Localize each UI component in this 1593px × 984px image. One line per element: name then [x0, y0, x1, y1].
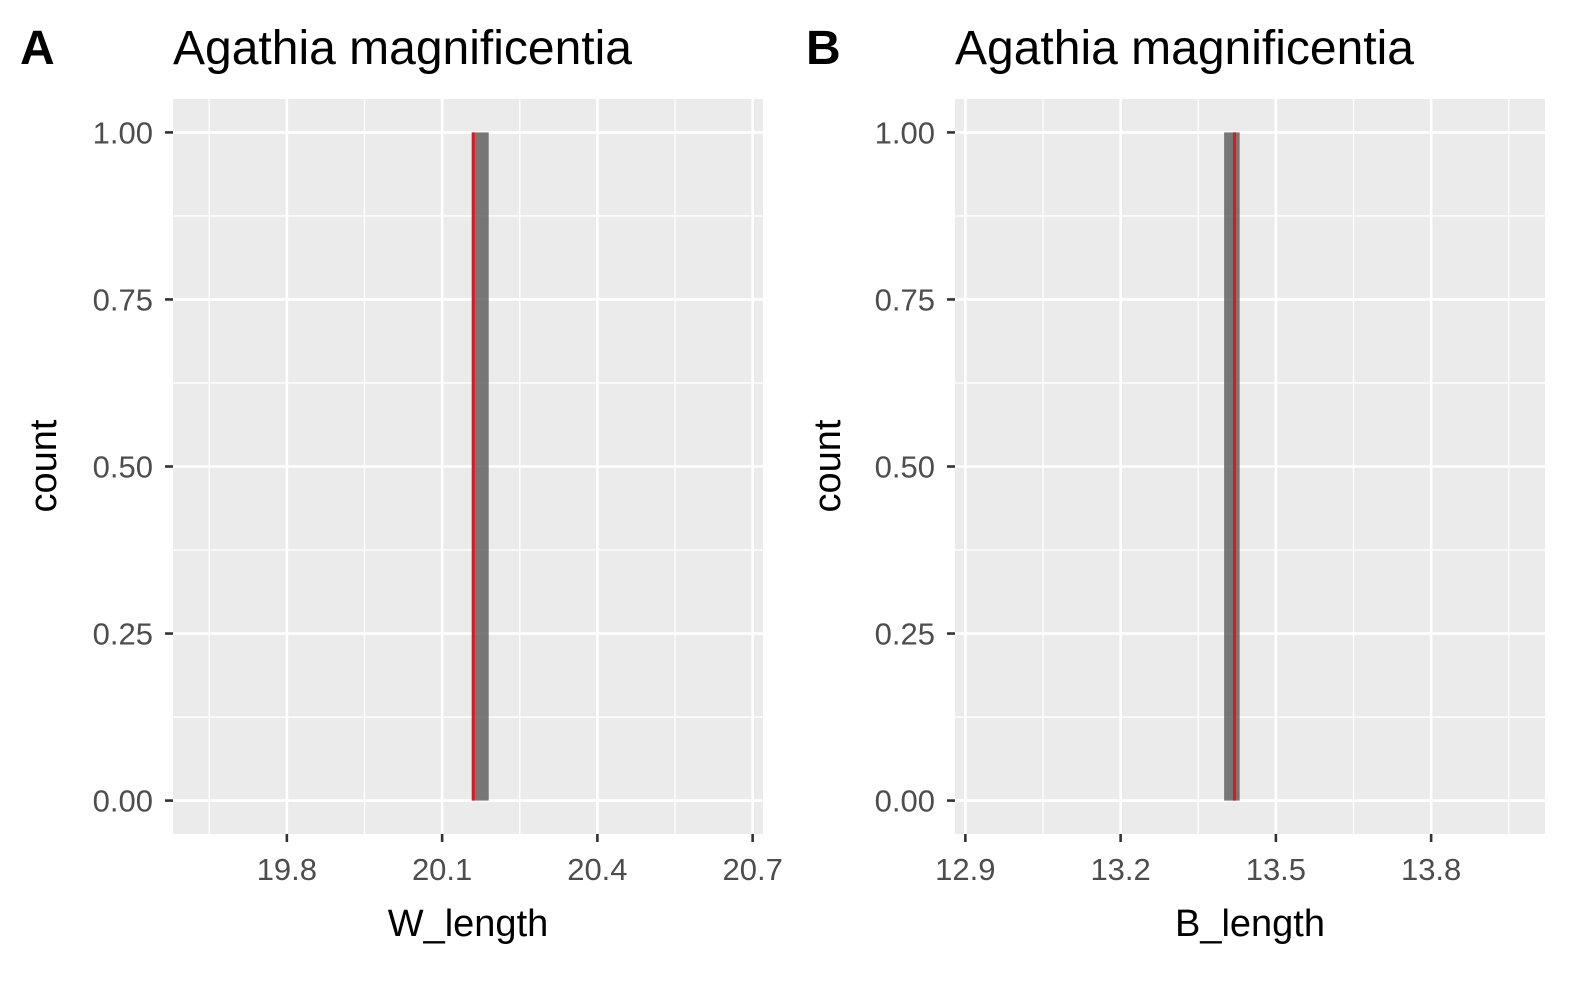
x-tick-label: 19.8	[257, 852, 317, 887]
y-tick-label: 0.50	[875, 450, 935, 485]
y-tick-label: 0.00	[93, 784, 153, 819]
y-axis-title: count	[23, 419, 65, 512]
y-axis-title: count	[807, 419, 849, 512]
y-tick-label: 0.25	[875, 617, 935, 652]
y-tick-label: 0.00	[875, 784, 935, 819]
axes: 19.8 20.1 20.4 20.7 0.00 0.25 0.50 0.75 1.00	[93, 115, 783, 887]
grid-lines	[955, 99, 1545, 834]
x-tick-label: 20.7	[722, 852, 782, 887]
x-tick-label: 12.9	[935, 852, 995, 887]
histogram-bar	[1224, 132, 1240, 801]
x-tick-label: 13.8	[1401, 852, 1461, 887]
y-tick-label: 0.50	[93, 450, 153, 485]
panel-title: Agathia magnificentia	[955, 22, 1414, 75]
panel-tag: B	[806, 22, 841, 75]
axes: 12.9 13.2 13.5 13.8 0.00 0.25 0.50 0.75 1.00	[875, 115, 1462, 887]
chart-marks	[471, 132, 489, 801]
y-tick-label: 0.75	[93, 282, 153, 317]
x-axis-title: B_length	[1175, 903, 1325, 945]
panel-tag: A	[20, 22, 55, 75]
panel-b: B Agathia magnificentia 12.9 13.2 13.5 13.8…	[806, 22, 1545, 945]
x-axis-title: W_length	[388, 903, 549, 945]
x-tick-label: 13.2	[1090, 852, 1150, 887]
x-tick-label: 20.1	[412, 852, 472, 887]
y-tick-label: 0.25	[93, 617, 153, 652]
y-tick-label: 0.75	[875, 282, 935, 317]
chart-marks	[1224, 132, 1240, 801]
grid-lines	[173, 99, 763, 834]
panel-title: Agathia magnificentia	[173, 22, 632, 75]
x-tick-label: 13.5	[1246, 852, 1306, 887]
histogram-bar	[473, 132, 489, 801]
panel-a: A Agathia magnificentia 19.8 20.1 20.4 20.7…	[20, 22, 783, 945]
x-tick-label: 20.4	[567, 852, 627, 887]
y-tick-label: 1.00	[875, 115, 935, 150]
y-tick-label: 1.00	[93, 115, 153, 150]
